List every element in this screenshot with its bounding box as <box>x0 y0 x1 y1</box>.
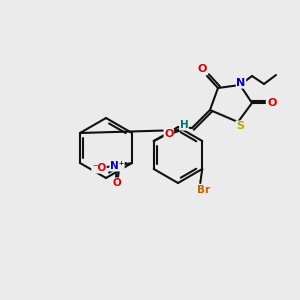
Text: N: N <box>236 78 246 88</box>
Text: ⁻O: ⁻O <box>92 163 106 173</box>
Text: O: O <box>197 64 207 74</box>
Text: N⁺: N⁺ <box>110 161 124 171</box>
Text: H: H <box>180 120 188 130</box>
Text: O: O <box>164 129 173 139</box>
Text: O: O <box>267 98 277 108</box>
Text: O: O <box>112 178 122 188</box>
Text: S: S <box>236 121 244 131</box>
Text: Br: Br <box>197 185 210 195</box>
